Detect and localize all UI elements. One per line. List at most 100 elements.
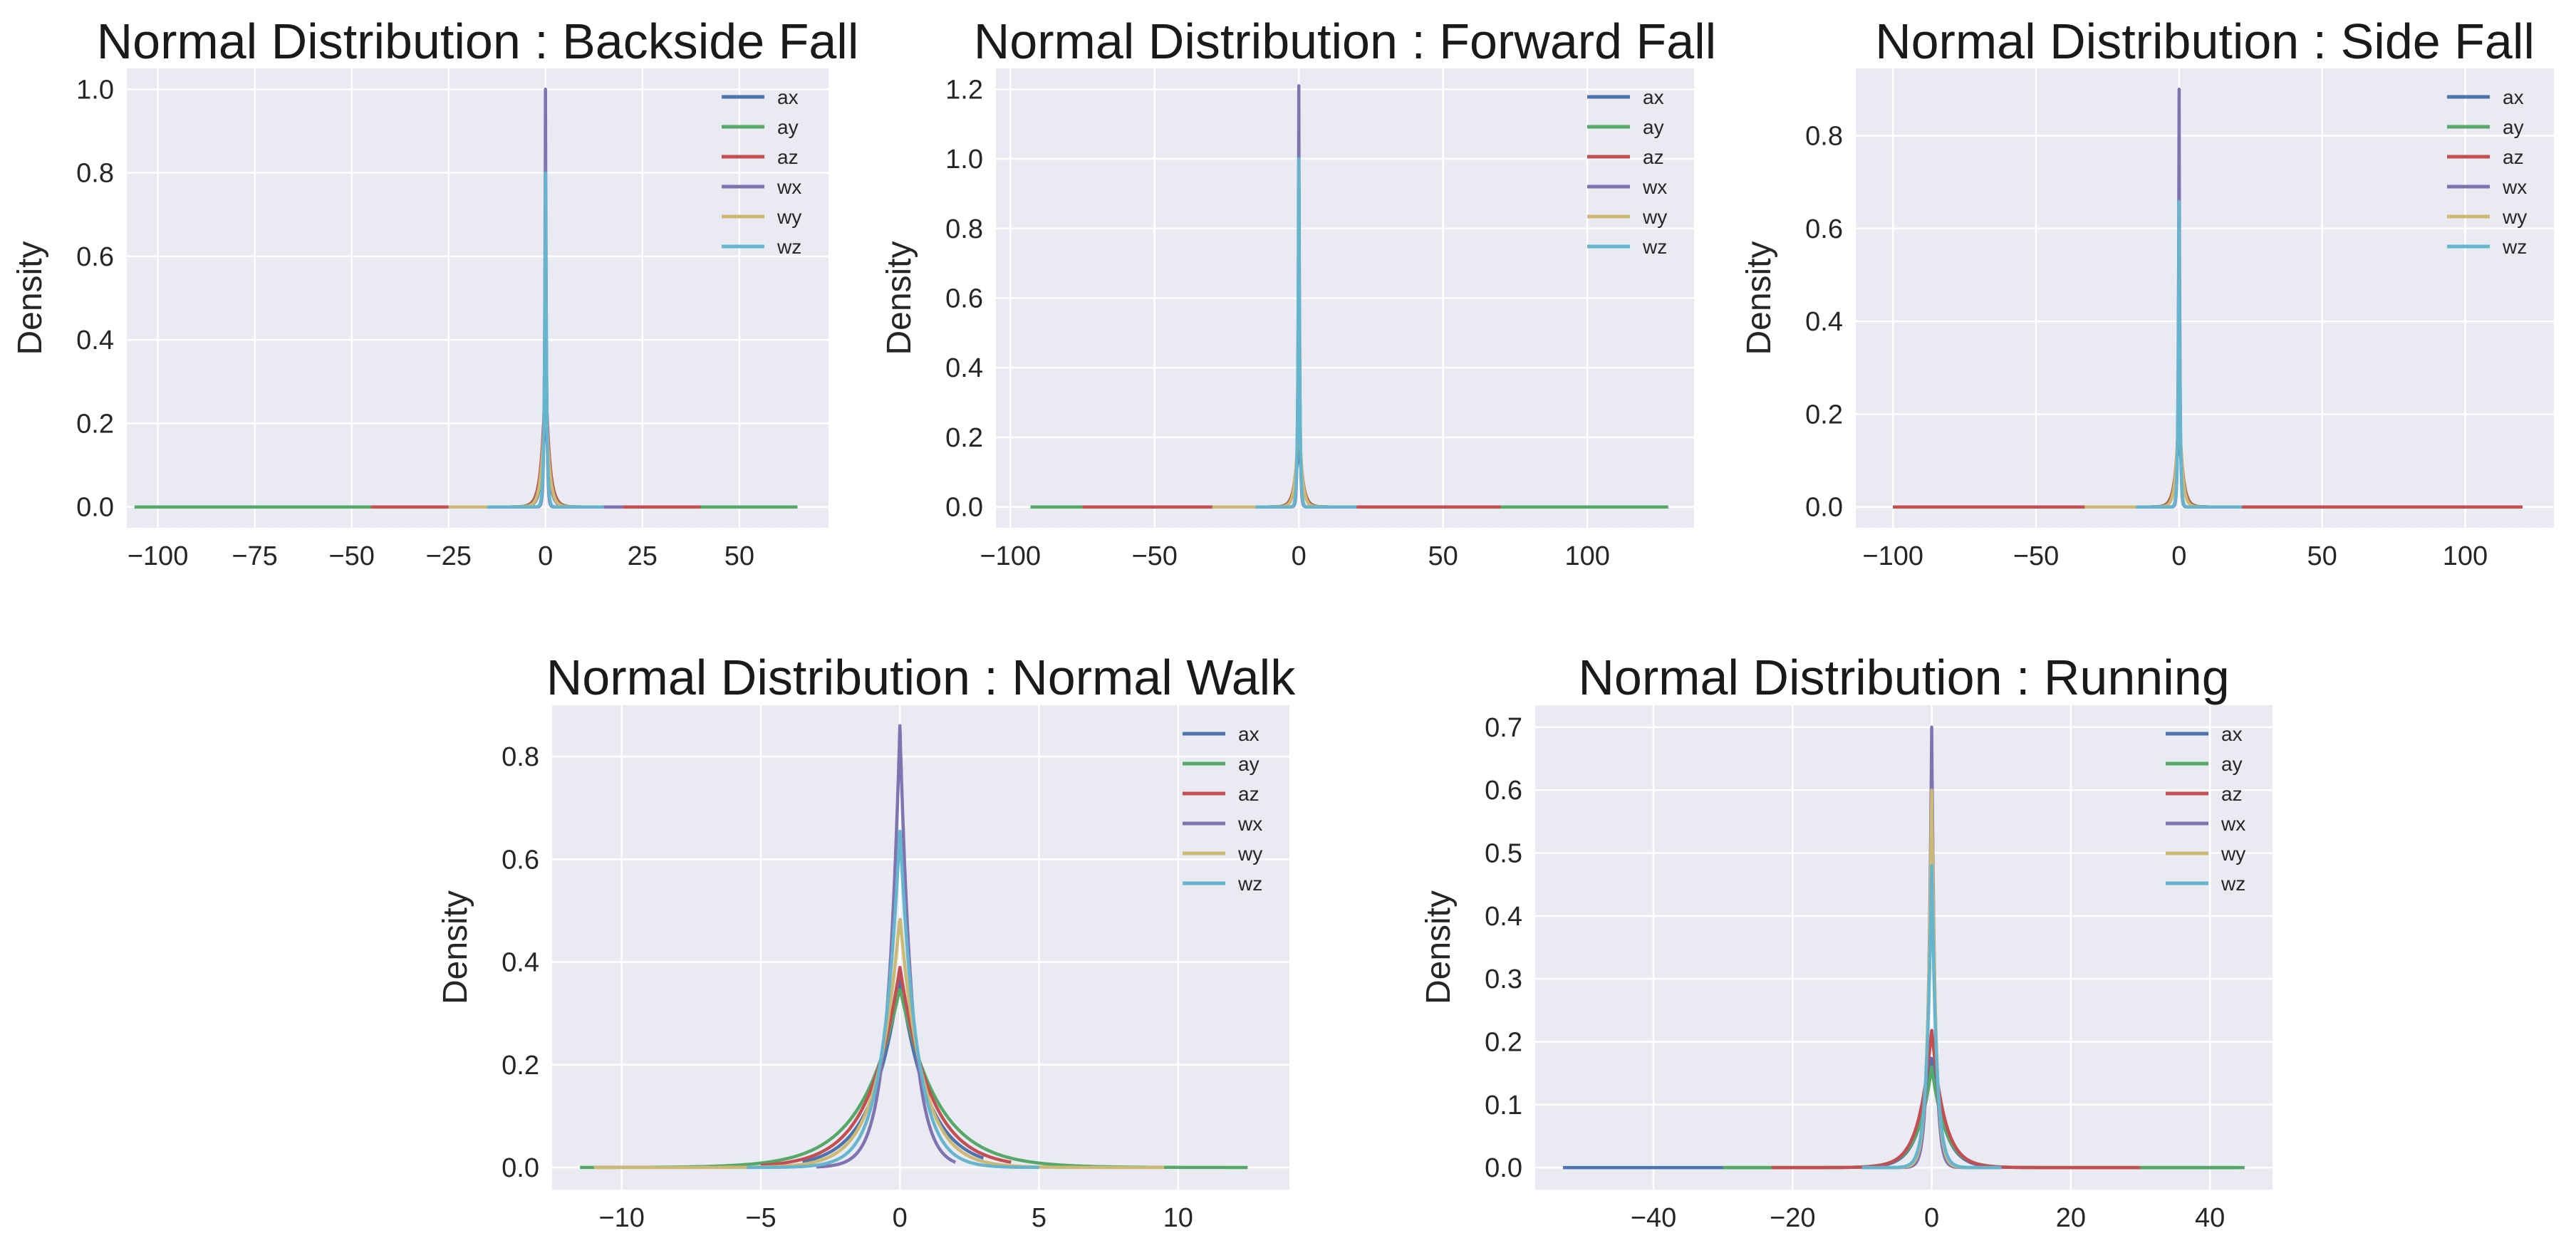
x-tick-label: −50 xyxy=(328,541,374,571)
chart-title: Normal Distribution : Forward Fall xyxy=(974,14,1716,69)
y-tick-label: 0.5 xyxy=(1485,839,1522,869)
legend-label-wy: wy xyxy=(1237,843,1262,865)
x-tick-label: −50 xyxy=(2013,541,2059,571)
chart-panel-side-fall: −100 −50 0 50 100 0.0 0.2 0.4 0.6 0.8 Density Norma… xyxy=(1740,14,2554,571)
x-tick-label: 40 xyxy=(2195,1203,2225,1233)
legend-label-az: az xyxy=(1238,783,1260,805)
series-line-wz xyxy=(2134,199,2244,509)
y-tick-label: 0.4 xyxy=(502,948,539,978)
chart-title: Normal Distribution : Running xyxy=(1578,650,2229,705)
legend-label-az: az xyxy=(2221,783,2243,805)
x-tick-label: 100 xyxy=(2443,541,2488,571)
y-tick-label: 0.8 xyxy=(945,214,983,244)
legend-label-wy: wy xyxy=(1642,206,1667,228)
legend-label-wx: wx xyxy=(2221,813,2245,835)
y-tick-label: 0.6 xyxy=(945,284,983,314)
y-tick-label: 0.2 xyxy=(502,1051,539,1081)
y-tick-label: 0.4 xyxy=(76,326,114,355)
x-tick-label: 50 xyxy=(2307,541,2337,571)
y-tick-label: 0.0 xyxy=(1485,1153,1522,1183)
x-tick-label: −40 xyxy=(1631,1203,1676,1233)
y-tick-label: 0.8 xyxy=(502,742,539,772)
legend-label-wz: wz xyxy=(1237,873,1262,895)
y-tick-label: 0.8 xyxy=(1805,121,1843,151)
y-tick-label: 1.2 xyxy=(945,75,983,105)
y-tick-label: 1.0 xyxy=(76,75,114,105)
y-tick-label: 0.2 xyxy=(945,423,983,453)
x-tick-label: −50 xyxy=(1131,541,1177,571)
legend-label-ax: ax xyxy=(1643,86,1664,108)
y-tick-label: 0.6 xyxy=(502,845,539,875)
series-line-wz xyxy=(745,829,1041,1170)
legend-label-wz: wz xyxy=(2502,236,2527,258)
chart-panel-forward-fall: −100 −50 0 50 100 0.0 0.2 0.4 0.6 0.8 1.0 1.2 Densit… xyxy=(881,14,1716,571)
chart-title: Normal Distribution : Backside Fall xyxy=(97,14,859,69)
y-tick-label: 0.0 xyxy=(1805,493,1843,523)
legend-label-wy: wy xyxy=(2502,206,2527,228)
y-tick-label: 0.2 xyxy=(1805,400,1843,430)
y-tick-label: 0.0 xyxy=(945,493,983,523)
chart-panel-running: −40 −20 0 20 40 0.0 0.1 0.2 0.3 0.4 0.5 0.6 0.7 Densi… xyxy=(1420,650,2273,1233)
plot-area xyxy=(1856,68,2554,528)
y-axis-label: Density xyxy=(1740,241,1778,355)
legend-label-ax: ax xyxy=(2503,86,2524,108)
chart-title: Normal Distribution : Side Fall xyxy=(1875,14,2535,69)
x-tick-label: 0 xyxy=(1292,541,1307,571)
legend-label-az: az xyxy=(1643,146,1664,168)
y-tick-label: 0.3 xyxy=(1485,964,1522,994)
legend-label-az: az xyxy=(777,146,799,168)
x-tick-label: 0 xyxy=(2171,541,2186,571)
legend-label-wy: wy xyxy=(777,206,801,228)
chart-panel-backside-fall: −100 −75 −50 −25 0 25 50 0.0 0.2 0.4 0.6 0.8 1.0 Dens… xyxy=(11,14,858,571)
x-tick-label: 0 xyxy=(893,1203,908,1233)
y-tick-label: 0.8 xyxy=(76,159,114,189)
legend-label-az: az xyxy=(2503,146,2524,168)
y-tick-label: 0.6 xyxy=(1805,214,1843,244)
y-tick-label: 0.6 xyxy=(1485,776,1522,806)
x-tick-label: 5 xyxy=(1032,1203,1046,1233)
plot-area xyxy=(552,705,1289,1190)
y-axis-label: Density xyxy=(11,241,49,355)
legend-label-wz: wz xyxy=(1642,236,1667,258)
x-tick-label: −10 xyxy=(598,1203,644,1233)
y-tick-label: 0.1 xyxy=(1485,1091,1522,1120)
x-tick-label: −25 xyxy=(425,541,471,571)
legend-label-wz: wz xyxy=(2221,873,2245,895)
x-tick-label: −5 xyxy=(745,1203,776,1233)
x-tick-label: −20 xyxy=(1770,1203,1815,1233)
plot-area xyxy=(1535,705,2273,1190)
y-axis-label: Density xyxy=(881,241,918,355)
legend-label-wz: wz xyxy=(777,236,801,258)
x-tick-label: −75 xyxy=(232,541,277,571)
y-tick-label: 0.2 xyxy=(76,409,114,439)
chart-panel-normal-walk: −10 −5 0 5 10 0.0 0.2 0.4 0.6 0.8 Density Normal Di… xyxy=(437,650,1296,1233)
y-tick-label: 0.0 xyxy=(502,1153,539,1183)
y-tick-label: 0.6 xyxy=(76,242,114,272)
x-tick-label: −100 xyxy=(980,541,1041,571)
y-tick-label: 0.0 xyxy=(76,493,114,523)
chart-title: Normal Distribution : Normal Walk xyxy=(546,650,1297,705)
series-line-az xyxy=(1770,1029,2141,1170)
legend-label-wx: wx xyxy=(2502,176,2527,198)
x-tick-label: 0 xyxy=(538,541,553,571)
legend-label-ay: ay xyxy=(1238,753,1260,775)
y-tick-label: 0.2 xyxy=(1485,1027,1522,1057)
y-tick-label: 0.4 xyxy=(945,353,983,383)
x-tick-label: −100 xyxy=(128,541,189,571)
series-line-wz xyxy=(486,171,606,509)
legend-label-ay: ay xyxy=(777,116,799,138)
x-tick-label: 50 xyxy=(1428,541,1458,571)
legend-label-wx: wx xyxy=(777,176,801,198)
x-tick-label: 100 xyxy=(1564,541,1609,571)
legend-label-ay: ay xyxy=(2503,116,2524,138)
legend-label-wy: wy xyxy=(2221,843,2245,865)
plot-area xyxy=(127,68,829,528)
series-line-wz xyxy=(1254,157,1359,509)
x-tick-label: 10 xyxy=(1163,1203,1193,1233)
x-tick-label: 0 xyxy=(1924,1203,1939,1233)
legend-label-ay: ay xyxy=(1643,116,1664,138)
legend-label-wx: wx xyxy=(1642,176,1667,198)
y-tick-label: 0.7 xyxy=(1485,713,1522,743)
y-axis-label: Density xyxy=(437,890,474,1004)
x-tick-label: −100 xyxy=(1862,541,1923,571)
